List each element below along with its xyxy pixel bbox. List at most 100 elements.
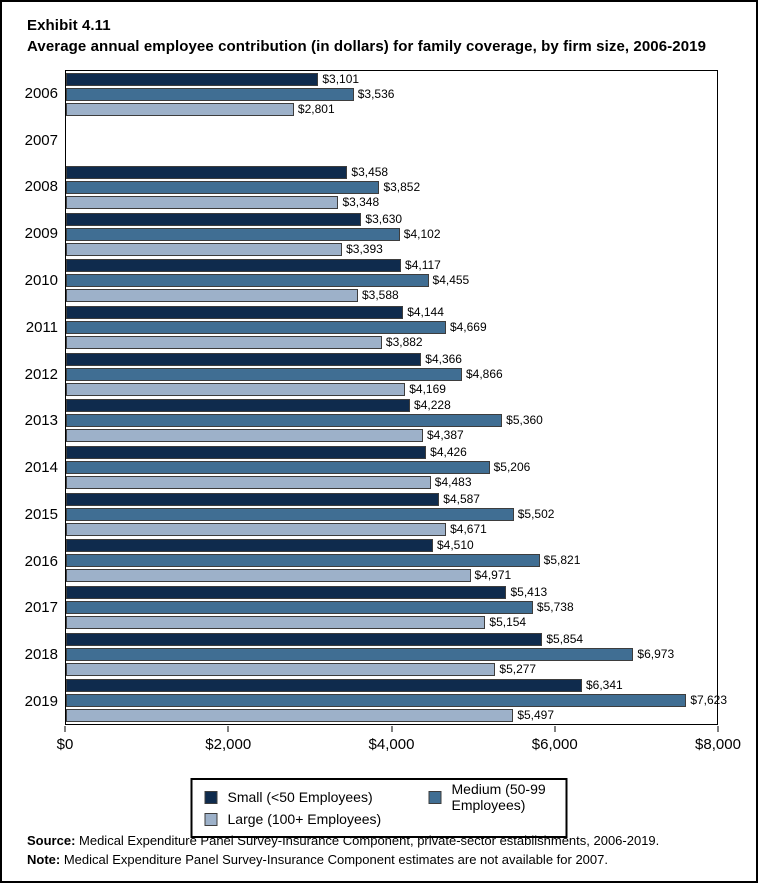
bar	[66, 647, 634, 661]
legend-item: Medium (50-99 Employees)	[428, 781, 552, 813]
bar-row	[66, 149, 717, 162]
bar	[66, 181, 380, 195]
bar-row: $3,852	[66, 180, 717, 195]
legend-swatch-icon	[204, 812, 218, 826]
note-text: Medical Expenditure Panel Survey-Insuran…	[60, 852, 608, 867]
bar	[66, 569, 471, 583]
year-label-2010: 2010	[24, 272, 58, 290]
bar-row: $3,536	[66, 86, 717, 101]
bar-value-label: $5,206	[493, 459, 531, 474]
bar	[66, 87, 354, 101]
title-block: Exhibit 4.11 Average annual employee con…	[27, 15, 706, 57]
bar-row: $4,671	[66, 522, 717, 536]
x-axis: $0 $2,000 $4,000 $6,000 $8,000	[57, 726, 741, 766]
bar-value-label: $4,228	[414, 398, 451, 413]
legend-item: Large (100+ Employees)	[204, 808, 423, 830]
bar	[66, 662, 496, 676]
legend-swatch-icon	[428, 790, 442, 804]
bar	[66, 429, 423, 443]
bar-value-label: $4,587	[443, 491, 480, 506]
bar-value-label: $5,360	[506, 413, 543, 428]
x-tick-mark	[64, 726, 66, 732]
bar-row: $3,588	[66, 289, 717, 303]
y-axis-year-labels: 2006 2007 2008 2009 2010 2011 2012 2013 2014 2015…	[2, 70, 58, 725]
bar-value-label: $2,801	[297, 101, 335, 116]
bar-group-2019: $6,341 $7,623 $5,497	[66, 677, 727, 724]
legend-label: Medium (50-99 Employees)	[451, 781, 546, 813]
bar-value-label: $3,536	[357, 86, 395, 101]
bar-value-label: $3,852	[383, 180, 421, 195]
bar	[66, 679, 582, 693]
year-label-2006: 2006	[24, 84, 58, 102]
bar	[66, 554, 540, 568]
note-line: Note: Medical Expenditure Panel Survey-I…	[27, 850, 659, 869]
bar-row: $5,413	[66, 584, 717, 599]
bar-row: $4,228	[66, 398, 717, 413]
bar-group-2017: $5,413 $5,738 $5,154	[66, 584, 717, 631]
x-tick-mark	[391, 726, 392, 732]
bar	[66, 445, 427, 459]
x-tick-label: $4,000	[368, 736, 415, 753]
x-tick-mark	[554, 726, 556, 732]
bar	[66, 522, 447, 536]
note-label: Note:	[27, 852, 61, 867]
bar-row: $4,483	[66, 475, 717, 489]
bar-group-2014: $4,426 $5,206 $4,483	[66, 444, 717, 491]
bar-row: $5,206	[66, 459, 717, 474]
bar-value-label: $4,866	[465, 366, 503, 381]
bar	[66, 615, 486, 629]
bar-group-2011: $4,144 $4,669 $3,882	[66, 304, 717, 351]
bar-group-2008: $3,458 $3,852 $3,348	[66, 164, 717, 211]
bar-group-2010: $4,117 $4,455 $3,588	[66, 258, 717, 305]
bar-row: $5,154	[66, 614, 717, 629]
source-line: Source: Medical Expenditure Panel Survey…	[27, 831, 659, 850]
year-label-2011: 2011	[25, 318, 58, 336]
bar-value-label: $5,413	[510, 584, 548, 599]
bar	[66, 694, 687, 708]
x-tick-label: $8,000	[695, 736, 741, 753]
bar-row: $5,854	[66, 632, 717, 646]
bar-row	[66, 134, 717, 147]
year-label-2015: 2015	[24, 505, 58, 523]
bar-row: $4,387	[66, 429, 717, 443]
bar-value-label: $4,426	[430, 444, 467, 459]
x-tick-label: $6,000	[531, 736, 578, 753]
bar	[66, 102, 294, 116]
x-tick-label: $0	[56, 736, 74, 753]
bar-group-2013: $4,228 $5,360 $4,387	[66, 397, 717, 444]
chart-title: Average annual employee contribution (in…	[27, 38, 707, 55]
bar-group-2012: $4,366 $4,866 $4,169	[66, 351, 717, 398]
bar	[66, 196, 339, 210]
bar	[66, 492, 440, 506]
source-text: Medical Expenditure Panel Survey-Insuran…	[75, 833, 660, 848]
bar-row: $4,510	[66, 538, 717, 553]
bar-group-2016: $4,510 $5,821 $4,971	[66, 537, 717, 584]
bar	[66, 242, 343, 256]
bar-value-label: $4,971	[474, 568, 512, 583]
bar-row: $4,102	[66, 227, 717, 241]
bar-value-label: $4,455	[432, 273, 470, 288]
bar	[66, 352, 422, 366]
bar-value-label: $3,393	[346, 241, 383, 256]
bar-value-label: $4,510	[437, 538, 474, 553]
year-label-2013: 2013	[24, 412, 58, 430]
bar-value-label: $4,669	[449, 320, 487, 335]
bar-value-label: $7,623	[690, 693, 728, 708]
bar-value-label: $3,101	[322, 71, 360, 86]
bar-value-label: $5,154	[489, 614, 527, 629]
bar-value-label: $6,973	[637, 646, 675, 661]
bar	[66, 336, 382, 350]
bar-row: $3,630	[66, 212, 717, 226]
year-label-2012: 2012	[24, 365, 58, 383]
bar-row: $5,821	[66, 554, 717, 568]
bar-value-label: $4,144	[407, 305, 444, 320]
year-label-2014: 2014	[24, 459, 58, 477]
bar	[66, 600, 533, 614]
bar-row: $2,801	[66, 101, 717, 116]
year-label-2018: 2018	[24, 646, 58, 664]
legend: Small (<50 Employees) Large (100+ Employe…	[190, 778, 568, 838]
bar	[66, 475, 431, 489]
bar-group-2006: $3,101 $3,536 $2,801	[66, 71, 717, 118]
bar-row: $4,669	[66, 320, 717, 335]
bar-row: $6,341	[66, 679, 717, 693]
